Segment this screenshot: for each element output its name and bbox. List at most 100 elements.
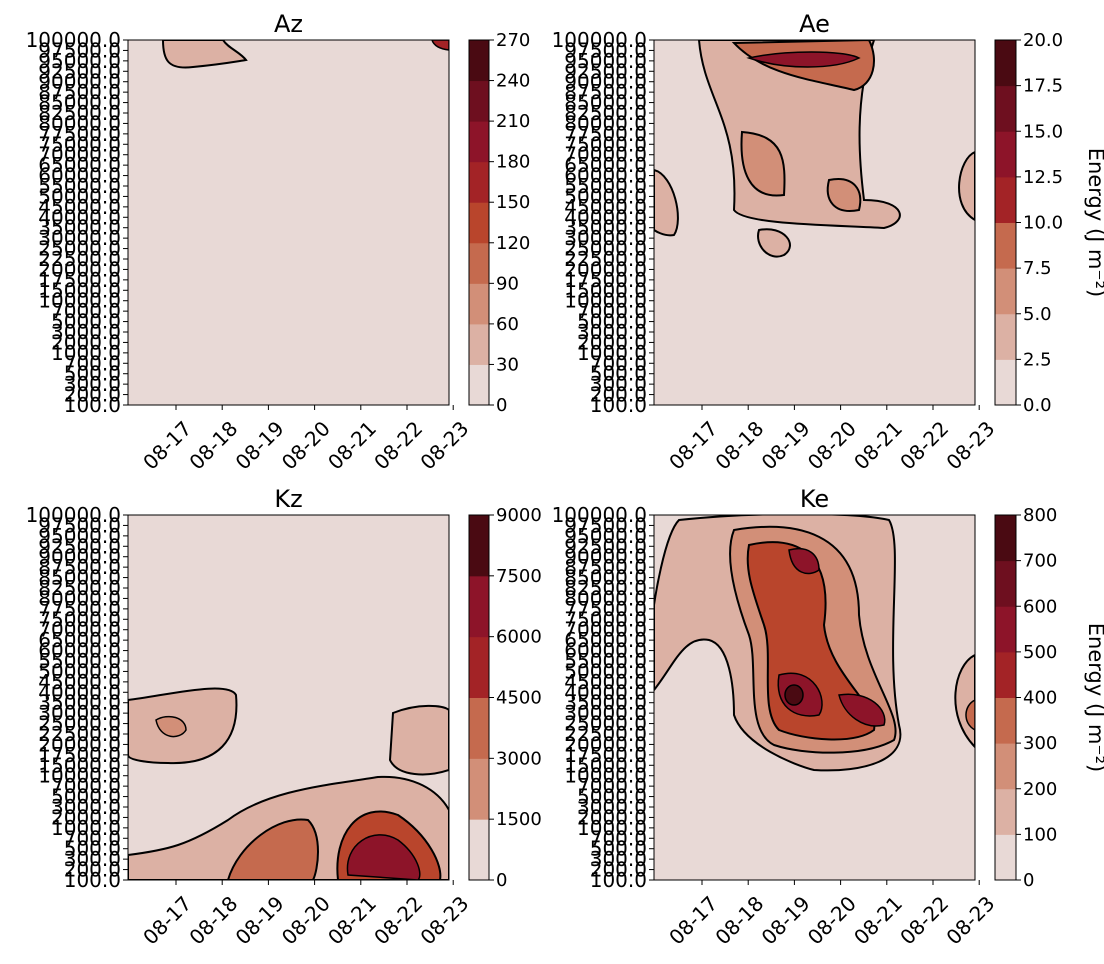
y-tick-label: 35000.0 [38,216,121,240]
y-tick-label: 45000.0 [38,670,121,694]
y-tick-label: 3000.0 [577,320,647,344]
x-tick-label: 08-23 [941,891,999,949]
colorbar-tick-label: 60 [496,314,519,335]
y-tick-label: 80000.0 [564,586,647,610]
contour-region [155,715,187,738]
colorbar-segment [469,242,489,284]
y-tick-label: 97500.0 [564,38,647,62]
y-tick-label: 60000.0 [38,639,121,663]
y-tick-label: 40000.0 [564,680,647,704]
colorbar-frame [468,39,490,406]
y-tick-label: 30000.0 [564,701,647,725]
y-tick-label: 300.0 [64,372,121,396]
contour-layer [161,40,449,69]
contour-region [788,548,820,575]
x-tick-label: 08-19 [757,416,815,474]
colorbar-segment [469,636,489,698]
x-tick-label: 08-19 [231,891,289,949]
y-tick-label: 3000.0 [51,320,121,344]
y-tick-label: 90000.0 [38,545,121,569]
y-tick-label: 35000.0 [564,216,647,240]
y-tick-label: 200.0 [590,858,647,882]
y-tick-label: 100000.0 [26,28,121,52]
colorbar-segment [995,697,1016,744]
colorbar-segment [995,222,1016,269]
x-tick-label: 08-18 [184,416,242,474]
colorbar-tick-label: 120 [496,233,530,254]
colorbar-label: Energy (J m⁻²) [1084,623,1104,772]
y-tick-label: 82500.0 [564,101,647,125]
colorbar-tick-label: 5.0 [1023,304,1052,325]
x-tick-label: 08-22 [369,891,427,949]
x-tick-label: 08-23 [941,416,999,474]
colorbar-segment [469,121,489,163]
contour-region [654,168,679,237]
colorbar-segment [469,323,489,365]
colorbar-tick-label: 4500 [496,688,542,709]
colorbar-segment [469,202,489,244]
y-tick-label: 22500.0 [38,722,121,746]
colorbar-segment [469,364,489,406]
y-tick-label: 70000.0 [564,618,647,642]
plot-frame [127,514,450,881]
y-tick-label: 5000.0 [51,785,121,809]
plot-frame [653,39,976,406]
y-tick-label: 60000.0 [38,164,121,188]
y-tick-label: 95000.0 [38,524,121,548]
panel-title: Ke [800,485,829,513]
y-tick-label: 700.0 [590,351,647,375]
colorbar-tick-label: 240 [496,71,530,92]
y-tick-label: 50000.0 [564,184,647,208]
y-tick-label: 77500.0 [564,122,647,146]
contour-region [346,834,421,880]
y-tick-label: 25000.0 [38,237,121,261]
y-tick-label: 300.0 [64,847,121,871]
y-tick-label: 40000.0 [564,205,647,229]
y-tick-label: 500.0 [590,837,647,861]
y-tick-label: 100.0 [590,868,647,892]
x-tick-label: 08-21 [849,891,907,949]
y-tick-label: 22500.0 [564,722,647,746]
colorbar: 0 1500 3000 4500 6000 7500 9000 [468,505,542,891]
y-tick-label: 55000.0 [38,649,121,673]
colorbar-tick-label: 6000 [496,627,542,648]
y-tick-label: 55000.0 [564,649,647,673]
contour-region [161,40,248,69]
y-tick-label: 77500.0 [564,597,647,621]
colorbar-tick-label: 0 [496,870,507,891]
y-tick-label: 25000.0 [38,712,121,736]
y-tick-label: 30000.0 [564,226,647,250]
y-tick-label: 82500.0 [564,576,647,600]
y-tick-label: 30000.0 [38,226,121,250]
colorbar-segment [469,283,489,325]
x-tick-label: 08-17 [664,891,722,949]
y-tick-label: 15000.0 [564,278,647,302]
y-tick-label: 35000.0 [38,691,121,715]
y-tick-label: 5000.0 [577,785,647,809]
x-tick-label: 08-17 [138,416,196,474]
colorbar-tick-label: 270 [496,30,530,51]
y-tick-label: 200.0 [64,383,121,407]
y-tick-label: 700.0 [590,826,647,850]
y-tick-label: 75000.0 [564,607,647,631]
y-tick-label: 60000.0 [564,639,647,663]
y-tick-label: 100.0 [64,868,121,892]
y-tick-label: 95000.0 [564,49,647,73]
y-tick-label: 65000.0 [564,153,647,177]
y-tick-label: 90000.0 [564,545,647,569]
y-tick-label: 7000.0 [577,774,647,798]
colorbar-tick-label: 17.5 [1023,76,1063,97]
y-tick-label: 75000.0 [564,132,647,156]
colorbar-tick-label: 15.0 [1023,121,1063,142]
colorbar-segment [995,606,1016,653]
x-tick-label: 08-20 [277,416,335,474]
colorbar: 0.0 2.5 5.0 7.5 10.0 12.5 15.0 17.5 20.0 Energy (… [994,30,1104,416]
y-tick-label: 2000.0 [577,805,647,829]
y-tick-label: 65000.0 [38,153,121,177]
y-tick-label: 1000.0 [577,341,647,365]
x-tick-label: 08-21 [323,416,381,474]
colorbar-tick-label: 600 [1023,596,1057,617]
plot-background [128,40,449,405]
contour-region [784,684,804,706]
x-tick-label: 08-17 [138,891,196,949]
